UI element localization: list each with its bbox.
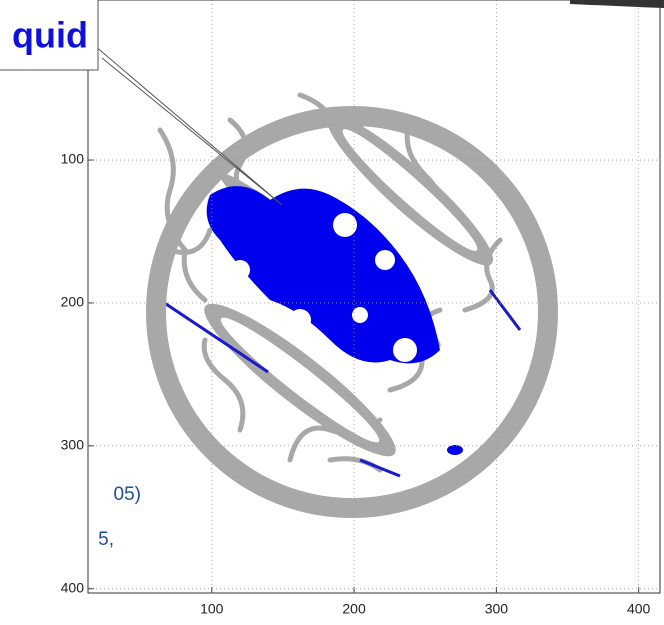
- callout-pointer: [87, 39, 283, 206]
- x-tick-label: 100: [200, 601, 224, 617]
- x-tick-label: 200: [342, 601, 366, 617]
- note-text: 5,: [98, 529, 114, 550]
- y-tick-label: 100: [61, 151, 85, 167]
- x-tick-label: 300: [485, 601, 509, 617]
- micromodel-image: [88, 0, 660, 593]
- callout: quid: [0, 0, 283, 206]
- y-tick-label: 400: [61, 579, 85, 595]
- callout-box: [0, 0, 99, 71]
- plot-frame: [87, 0, 661, 594]
- y-tick-label: 200: [61, 294, 85, 310]
- note-text: 05): [114, 484, 141, 505]
- y-tick-label: 300: [61, 437, 85, 453]
- x-tick-label: 400: [627, 601, 651, 617]
- photo-corner: [570, 0, 664, 8]
- axes: 100 200 300 400 100 200 300 400: [61, 0, 660, 617]
- callout-text: quid: [12, 15, 88, 56]
